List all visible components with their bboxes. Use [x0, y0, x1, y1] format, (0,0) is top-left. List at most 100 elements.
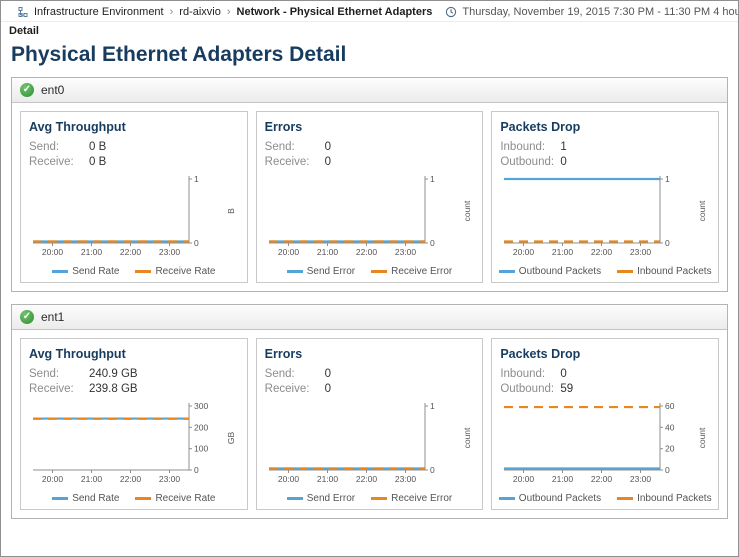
chart-legend: Outbound Packets Inbound Packets [498, 493, 712, 504]
svg-text:count: count [697, 200, 707, 221]
svg-text:20: 20 [665, 444, 675, 454]
stat-label: Send: [29, 141, 60, 153]
stat-label: Outbound: [500, 383, 555, 395]
svg-text:21:00: 21:00 [552, 247, 574, 257]
line-chart: 20:00 21:00 22:00 23:00 0 20 40 60 count [500, 398, 710, 490]
breadcrumb-separator: › [169, 5, 174, 18]
stat-row: Receive: 0 [265, 383, 475, 395]
legend-item: Inbound Packets [617, 266, 712, 277]
svg-text:23:00: 23:00 [159, 247, 181, 257]
section-body: Avg Throughput Send: 0 B Receive: 0 B 20… [12, 103, 727, 291]
breadcrumb-item-rd-aixvio[interactable]: rd-aixvio [179, 5, 221, 18]
card-title: Avg Throughput [29, 120, 126, 134]
stat-label: Send: [264, 368, 295, 380]
svg-text:22:00: 22:00 [591, 474, 613, 484]
stat-label: Send: [264, 141, 295, 153]
stat-value: 240.9 GB [89, 368, 138, 380]
svg-text:22:00: 22:00 [120, 247, 142, 257]
svg-text:1: 1 [194, 174, 199, 184]
legend-swatch [371, 497, 388, 500]
legend-label: Receive Error [391, 266, 453, 277]
section-header-ent0[interactable]: ✓ ent0 [12, 78, 727, 103]
legend-label: Receive Rate [155, 266, 216, 277]
svg-text:21:00: 21:00 [317, 474, 339, 484]
legend-label: Send Rate [72, 266, 120, 277]
stat-label: Receive: [29, 156, 74, 168]
svg-text:21:00: 21:00 [81, 247, 103, 257]
stat-row: Outbound: 0 [500, 156, 710, 168]
legend-item: Send Error [286, 493, 356, 504]
stat-label: Receive: [29, 383, 74, 395]
svg-text:60: 60 [665, 401, 675, 411]
svg-text:0: 0 [430, 238, 435, 248]
stat-value: 59 [560, 383, 574, 395]
svg-text:B: B [226, 208, 236, 214]
status-ok-icon: ✓ [20, 83, 34, 97]
stat-value: 239.8 GB [89, 383, 138, 395]
svg-text:20:00: 20:00 [513, 474, 535, 484]
legend-item: Receive Error [371, 266, 452, 277]
legend-swatch [498, 497, 515, 500]
stat-row: Receive: 239.8 GB [29, 383, 239, 395]
stat-value: 0 B [89, 156, 107, 168]
line-chart: 20:00 21:00 22:00 23:00 0 100 200 300 GB [29, 398, 239, 490]
avg-throughput-card: Avg Throughput Send: 0 B Receive: 0 B 20… [20, 111, 248, 283]
adapter-section-ent1: ✓ ent1 Avg Throughput Send: 240.9 GB Rec… [11, 304, 728, 519]
svg-text:23:00: 23:00 [630, 247, 652, 257]
stat-label: Receive: [264, 156, 310, 168]
stat-row: Send: 0 [265, 141, 475, 153]
legend-item: Receive Error [371, 493, 452, 504]
legend-swatch [52, 497, 69, 500]
svg-text:22:00: 22:00 [120, 474, 142, 484]
svg-text:23:00: 23:00 [159, 474, 181, 484]
svg-text:40: 40 [665, 422, 675, 432]
legend-label: Receive Rate [155, 493, 216, 504]
svg-text:100: 100 [194, 444, 208, 454]
legend-item: Send Rate [52, 266, 119, 277]
time-range-icon[interactable] [445, 6, 457, 18]
time-range-text[interactable]: Thursday, November 19, 2015 7:30 PM - 11… [462, 5, 739, 18]
page-title: Physical Ethernet Adapters Detail [11, 43, 347, 66]
stat-value: 0 [324, 141, 332, 153]
svg-text:22:00: 22:00 [356, 474, 378, 484]
svg-text:300: 300 [194, 401, 208, 411]
section-header-ent1[interactable]: ✓ ent1 [12, 305, 727, 330]
legend-label: Send Error [306, 493, 356, 504]
stat-label: Send: [29, 368, 60, 380]
stat-label: Inbound: [500, 368, 546, 380]
breadcrumb-item-network-physical-ethernet-adapters: Network - Physical Ethernet Adapters [236, 5, 433, 18]
svg-text:20:00: 20:00 [42, 474, 64, 484]
svg-text:22:00: 22:00 [356, 247, 378, 257]
chart-legend: Send Rate Receive Rate [29, 266, 239, 277]
legend-swatch [286, 497, 303, 500]
stat-row: Send: 240.9 GB [29, 368, 239, 380]
line-chart: 20:00 21:00 22:00 23:00 0 1 count [265, 398, 475, 490]
legend-label: Inbound Packets [637, 266, 712, 277]
card-title: Errors [264, 347, 303, 361]
legend-item: Receive Rate [135, 493, 215, 504]
legend-item: Inbound Packets [617, 493, 712, 504]
svg-text:count: count [462, 200, 472, 221]
adapter-name: ent0 [41, 83, 65, 97]
svg-text:20:00: 20:00 [278, 474, 300, 484]
card-title: Avg Throughput [29, 347, 126, 361]
stat-row: Receive: 0 B [29, 156, 239, 168]
stat-value: 0 [560, 156, 567, 168]
line-chart: 20:00 21:00 22:00 23:00 0 1 count [500, 171, 710, 263]
svg-text:23:00: 23:00 [395, 247, 417, 257]
legend-item: Outbound Packets [498, 493, 601, 504]
card-title: Packets Drop [500, 120, 581, 134]
stat-label: Receive: [264, 383, 310, 395]
legend-item: Send Rate [52, 493, 119, 504]
svg-text:22:00: 22:00 [591, 247, 613, 257]
stat-row: Outbound: 59 [500, 383, 710, 395]
svg-text:0: 0 [665, 238, 670, 248]
card-title: Errors [264, 120, 303, 134]
stat-value: 1 [560, 141, 567, 153]
section-body: Avg Throughput Send: 240.9 GB Receive: 2… [12, 330, 727, 518]
chart-legend: Send Rate Receive Rate [29, 493, 239, 504]
stat-value: 0 B [89, 141, 107, 153]
breadcrumb-item-infrastructure-environment[interactable]: Infrastructure Environment [34, 5, 164, 18]
svg-text:1: 1 [430, 401, 435, 411]
